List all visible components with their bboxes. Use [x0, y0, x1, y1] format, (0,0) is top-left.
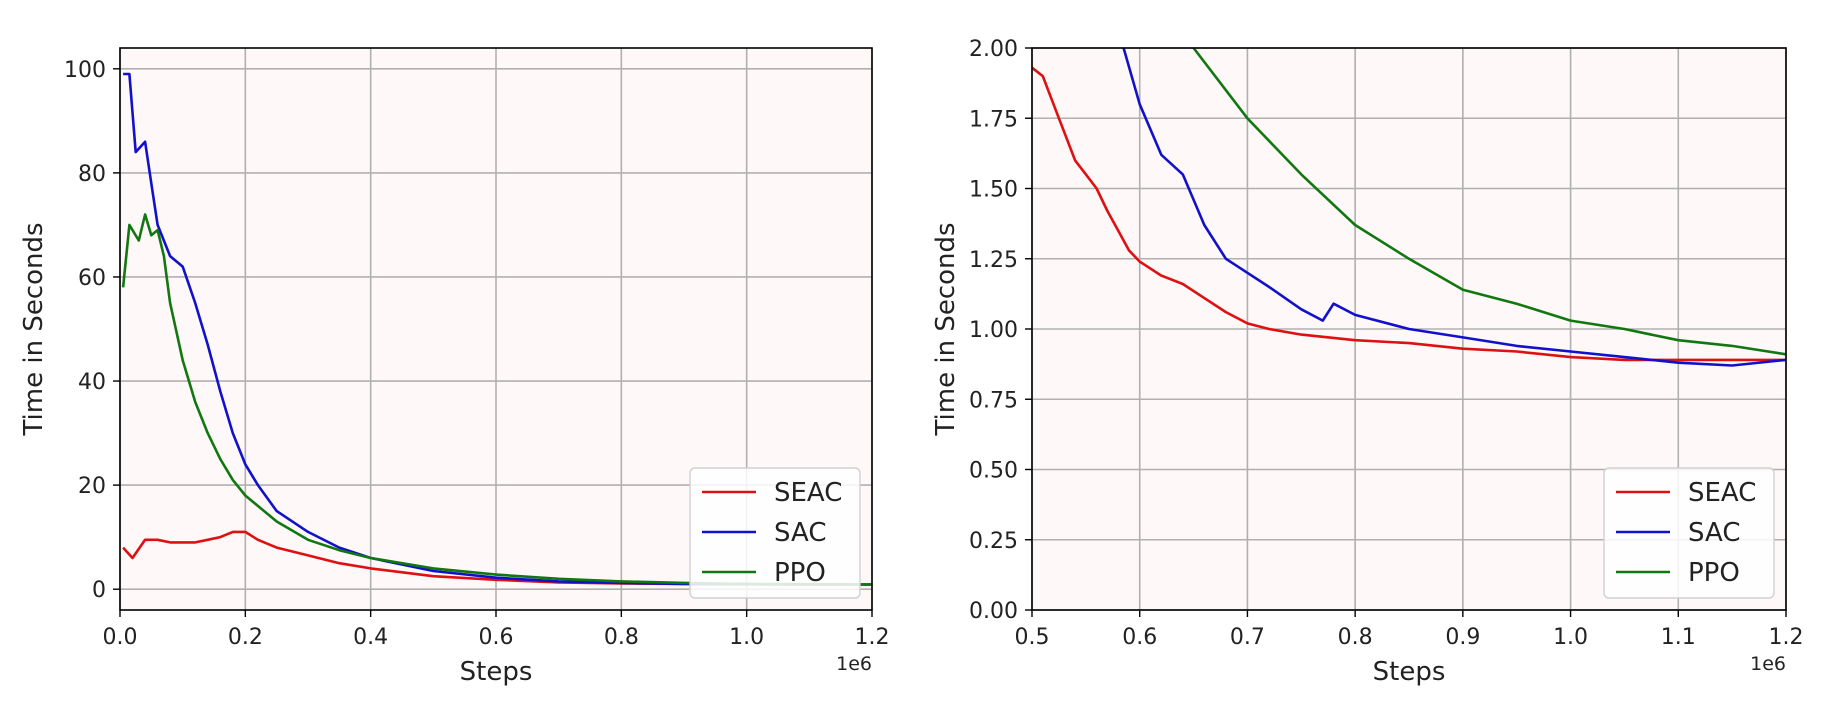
x-tick-label: 0.8 — [604, 625, 639, 650]
series-group — [121, 72, 872, 586]
y-tick-label: 100 — [64, 58, 106, 83]
legend-box — [689, 467, 861, 599]
x-tick-label: 0.8 — [1338, 625, 1373, 650]
x-offset-label: 1e6 — [836, 653, 872, 675]
x-tick-label: 0.0 — [103, 625, 138, 650]
x-tick-label: 0.6 — [1122, 625, 1157, 650]
x-tick-label: 0.7 — [1230, 625, 1265, 650]
legend-label-sac: SAC — [1688, 518, 1740, 548]
x-tick-label: 1.1 — [1661, 625, 1696, 650]
y-tick-label: 60 — [78, 266, 106, 291]
x-axis-label: Steps — [460, 657, 533, 687]
y-tick-label: 0.25 — [969, 529, 1018, 554]
y-tick-label: 0 — [92, 578, 106, 603]
series-group — [1032, 48, 1786, 367]
series-line-seac — [1032, 66, 1786, 362]
x-tick-label: 0.5 — [1015, 625, 1050, 650]
series-line-sac — [123, 72, 872, 586]
y-tick-label: 1.00 — [969, 318, 1018, 343]
legend-box — [1603, 467, 1775, 599]
series-line-ppo — [1192, 48, 1786, 356]
y-tick-label: 20 — [78, 474, 106, 499]
y-tick-label: 0.00 — [969, 599, 1018, 624]
y-tick-label: 0.50 — [969, 459, 1018, 484]
x-tick-label: 1.0 — [1553, 625, 1588, 650]
legend: SEAC SAC PPO — [689, 467, 861, 599]
y-axis-label: Time in Seconds — [19, 222, 49, 436]
chart-1: 0.0 0.2 0.4 0.6 0.8 1.0 1.2 0 20 40 60 80 100 Steps Ti… — [19, 47, 890, 687]
y-tick-label: 2.00 — [969, 37, 1018, 62]
plot-frame — [1031, 47, 1787, 611]
x-tick-label: 1.0 — [729, 625, 764, 650]
x-axis-label: Steps — [1373, 657, 1446, 687]
legend-label-sac: SAC — [774, 518, 826, 548]
chart-2: 0.5 0.6 0.7 0.8 0.9 1.0 1.1 1.2 0.00 0.25 0.50 0.75… — [931, 37, 1804, 687]
y-tick-label: 40 — [78, 370, 106, 395]
series-line-sac — [1122, 48, 1786, 367]
x-tick-label: 0.2 — [228, 625, 263, 650]
y-tick-label: 1.25 — [969, 248, 1018, 273]
x-tick-label: 0.6 — [479, 625, 514, 650]
legend-label-ppo: PPO — [1688, 558, 1740, 588]
y-tick-label: 0.75 — [969, 388, 1018, 413]
x-tick-label: 1.2 — [1769, 625, 1804, 650]
plot-frame — [119, 47, 873, 611]
x-tick-label: 1.2 — [855, 625, 890, 650]
legend: SEAC SAC PPO — [1603, 467, 1775, 599]
y-tick-label: 80 — [78, 162, 106, 187]
x-offset-label: 1e6 — [1750, 653, 1786, 675]
x-tick-label: 0.4 — [353, 625, 388, 650]
legend-label-seac: SEAC — [774, 478, 842, 508]
x-tick-label: 0.9 — [1445, 625, 1480, 650]
series-line-ppo — [121, 213, 872, 586]
y-tick-label: 1.75 — [969, 107, 1018, 132]
y-tick-label: 1.50 — [969, 178, 1018, 203]
legend-label-ppo: PPO — [774, 558, 826, 588]
legend-label-seac: SEAC — [1688, 478, 1756, 508]
y-axis-label: Time in Seconds — [931, 222, 961, 436]
